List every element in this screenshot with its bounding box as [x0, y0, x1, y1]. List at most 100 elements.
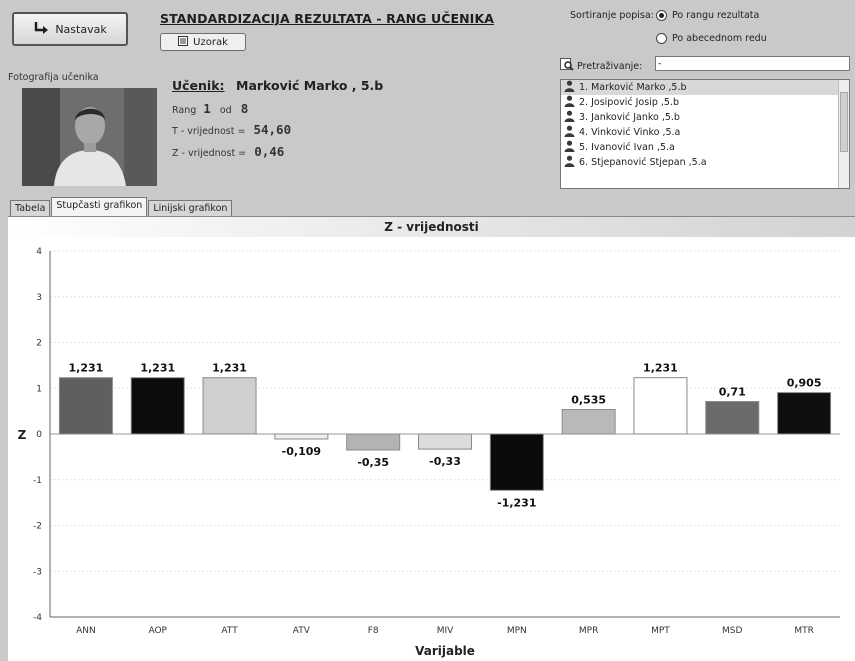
search-icon — [560, 58, 574, 74]
search-label-group: Pretraživanje: — [560, 58, 642, 74]
x-tick-label: ATV — [293, 626, 311, 636]
chart-title-bar: Z - vrijednosti — [8, 217, 855, 237]
bar — [418, 433, 472, 450]
data-label: 0,71 — [719, 386, 746, 399]
x-tick-label: MSD — [722, 626, 742, 636]
rank-value: 1 — [203, 101, 211, 116]
chart-title: Z - vrijednosti — [384, 220, 479, 234]
user-icon — [564, 110, 575, 125]
search-input[interactable] — [655, 56, 850, 71]
y-tick-label: 2 — [36, 339, 42, 349]
data-label: 0,905 — [787, 377, 822, 390]
x-tick-label: MTR — [794, 626, 814, 636]
list-item[interactable]: 2. Josipović Josip ,5.b — [561, 95, 849, 110]
y-axis-label: Z — [18, 428, 27, 442]
z-value-row: Z - vrijednost = 0,46 — [172, 144, 284, 159]
list-item-label: 6. Stjepanović Stjepan ,5.a — [579, 157, 707, 168]
bar — [705, 401, 760, 435]
page-title: STANDARDIZACIJA REZULTATA - RANG UČENIKA — [160, 11, 494, 26]
data-label: -0,109 — [282, 445, 321, 458]
bar — [489, 433, 544, 491]
search-label: Pretraživanje: — [577, 60, 643, 72]
tab-line-chart[interactable]: Linijski grafikon — [148, 200, 233, 218]
list-item-label: 3. Janković Janko ,5.b — [579, 112, 680, 123]
data-label: 0,535 — [571, 394, 606, 407]
student-list[interactable]: 1. Marković Marko ,5.b 2. Josipović Josip… — [560, 79, 850, 189]
list-item[interactable]: 3. Janković Janko ,5.b — [561, 110, 849, 125]
next-button[interactable]: Nastavak — [12, 12, 128, 46]
bar — [633, 377, 688, 435]
z-value: 0,46 — [254, 144, 285, 159]
sort-by-rank-radio[interactable]: Po rangu rezultata — [656, 10, 759, 21]
t-value-label: T - vrijednost = — [172, 126, 246, 137]
sort-by-rank-label: Po rangu rezultata — [672, 10, 760, 21]
y-tick-label: 3 — [36, 293, 42, 303]
rank-of-label: od — [219, 105, 232, 116]
next-arrow-icon — [33, 21, 49, 38]
bar — [346, 433, 401, 451]
sort-alphabetical-radio[interactable]: Po abecednom redu — [656, 33, 767, 44]
bar — [777, 392, 832, 435]
t-value-row: T - vrijednost = 54,60 — [172, 122, 291, 137]
sample-button[interactable]: Uzorak — [160, 33, 246, 51]
y-tick-label: -3 — [33, 567, 42, 577]
student-name: Marković Marko , 5.b — [236, 78, 384, 93]
radio-checked-icon — [656, 10, 667, 21]
y-tick-label: 1 — [36, 384, 42, 394]
next-button-label: Nastavak — [55, 22, 107, 36]
rank-total: 8 — [240, 101, 249, 116]
data-label: -1,231 — [497, 496, 536, 509]
data-label: 1,231 — [643, 362, 678, 375]
data-label: -0,33 — [429, 455, 461, 468]
list-item[interactable]: 1. Marković Marko ,5.b — [561, 80, 849, 95]
data-label: 1,231 — [69, 362, 104, 375]
z-value-label: Z - vrijednost = — [172, 148, 247, 159]
rank-label: Rang — [172, 105, 197, 116]
radio-unchecked-icon — [656, 33, 667, 44]
sample-icon — [178, 35, 189, 49]
sort-alphabetical-label: Po abecednom redu — [672, 33, 767, 44]
student-label: Učenik: — [172, 78, 225, 93]
x-tick-label: MPT — [651, 626, 670, 636]
scrollbar-thumb[interactable] — [840, 92, 848, 152]
user-icon — [564, 140, 575, 155]
data-label: 1,231 — [212, 362, 247, 375]
list-scrollbar[interactable] — [838, 80, 849, 188]
bar — [58, 377, 113, 435]
list-item[interactable]: 5. Ivanović Ivan ,5.a — [561, 140, 849, 155]
user-icon — [564, 80, 575, 95]
student-photo — [22, 88, 157, 186]
y-tick-label: -1 — [33, 476, 42, 486]
x-tick-label: ATT — [221, 626, 238, 636]
y-tick-label: -2 — [33, 522, 42, 532]
tab-table[interactable]: Tabela — [10, 200, 51, 218]
y-tick-label: 4 — [36, 247, 42, 257]
bar — [202, 377, 257, 435]
x-tick-label: ANN — [76, 626, 96, 636]
y-tick-label: -4 — [33, 613, 42, 623]
bar — [130, 377, 185, 435]
bar — [274, 433, 329, 440]
x-tick-label: F8 — [368, 626, 379, 636]
data-label: -0,35 — [357, 456, 389, 469]
data-label: 1,231 — [140, 362, 175, 375]
photo-label: Fotografija učenika — [8, 72, 99, 83]
bar — [561, 409, 616, 435]
sample-button-label: Uzorak — [193, 36, 228, 48]
y-tick-label: 0 — [36, 430, 42, 440]
sort-label: Sortiranje popisa: — [570, 10, 654, 21]
list-item-label: 5. Ivanović Ivan ,5.a — [579, 142, 675, 153]
list-item[interactable]: 4. Vinković Vinko ,5.a — [561, 125, 849, 140]
list-item[interactable]: 6. Stjepanović Stjepan ,5.a — [561, 155, 849, 170]
rank-row: Rang 1 od 8 — [172, 101, 248, 116]
x-axis-label: Varijable — [415, 644, 475, 658]
tab-bar-chart[interactable]: Stupčasti grafikon — [51, 197, 148, 218]
list-item-label: 2. Josipović Josip ,5.b — [579, 97, 680, 108]
user-icon — [564, 95, 575, 110]
t-value: 54,60 — [253, 122, 292, 137]
list-item-label: 1. Marković Marko ,5.b — [579, 82, 687, 93]
list-item-label: 4. Vinković Vinko ,5.a — [579, 127, 681, 138]
x-tick-label: AOP — [148, 626, 167, 636]
x-tick-label: MPR — [579, 626, 598, 636]
x-tick-label: MPN — [507, 626, 527, 636]
